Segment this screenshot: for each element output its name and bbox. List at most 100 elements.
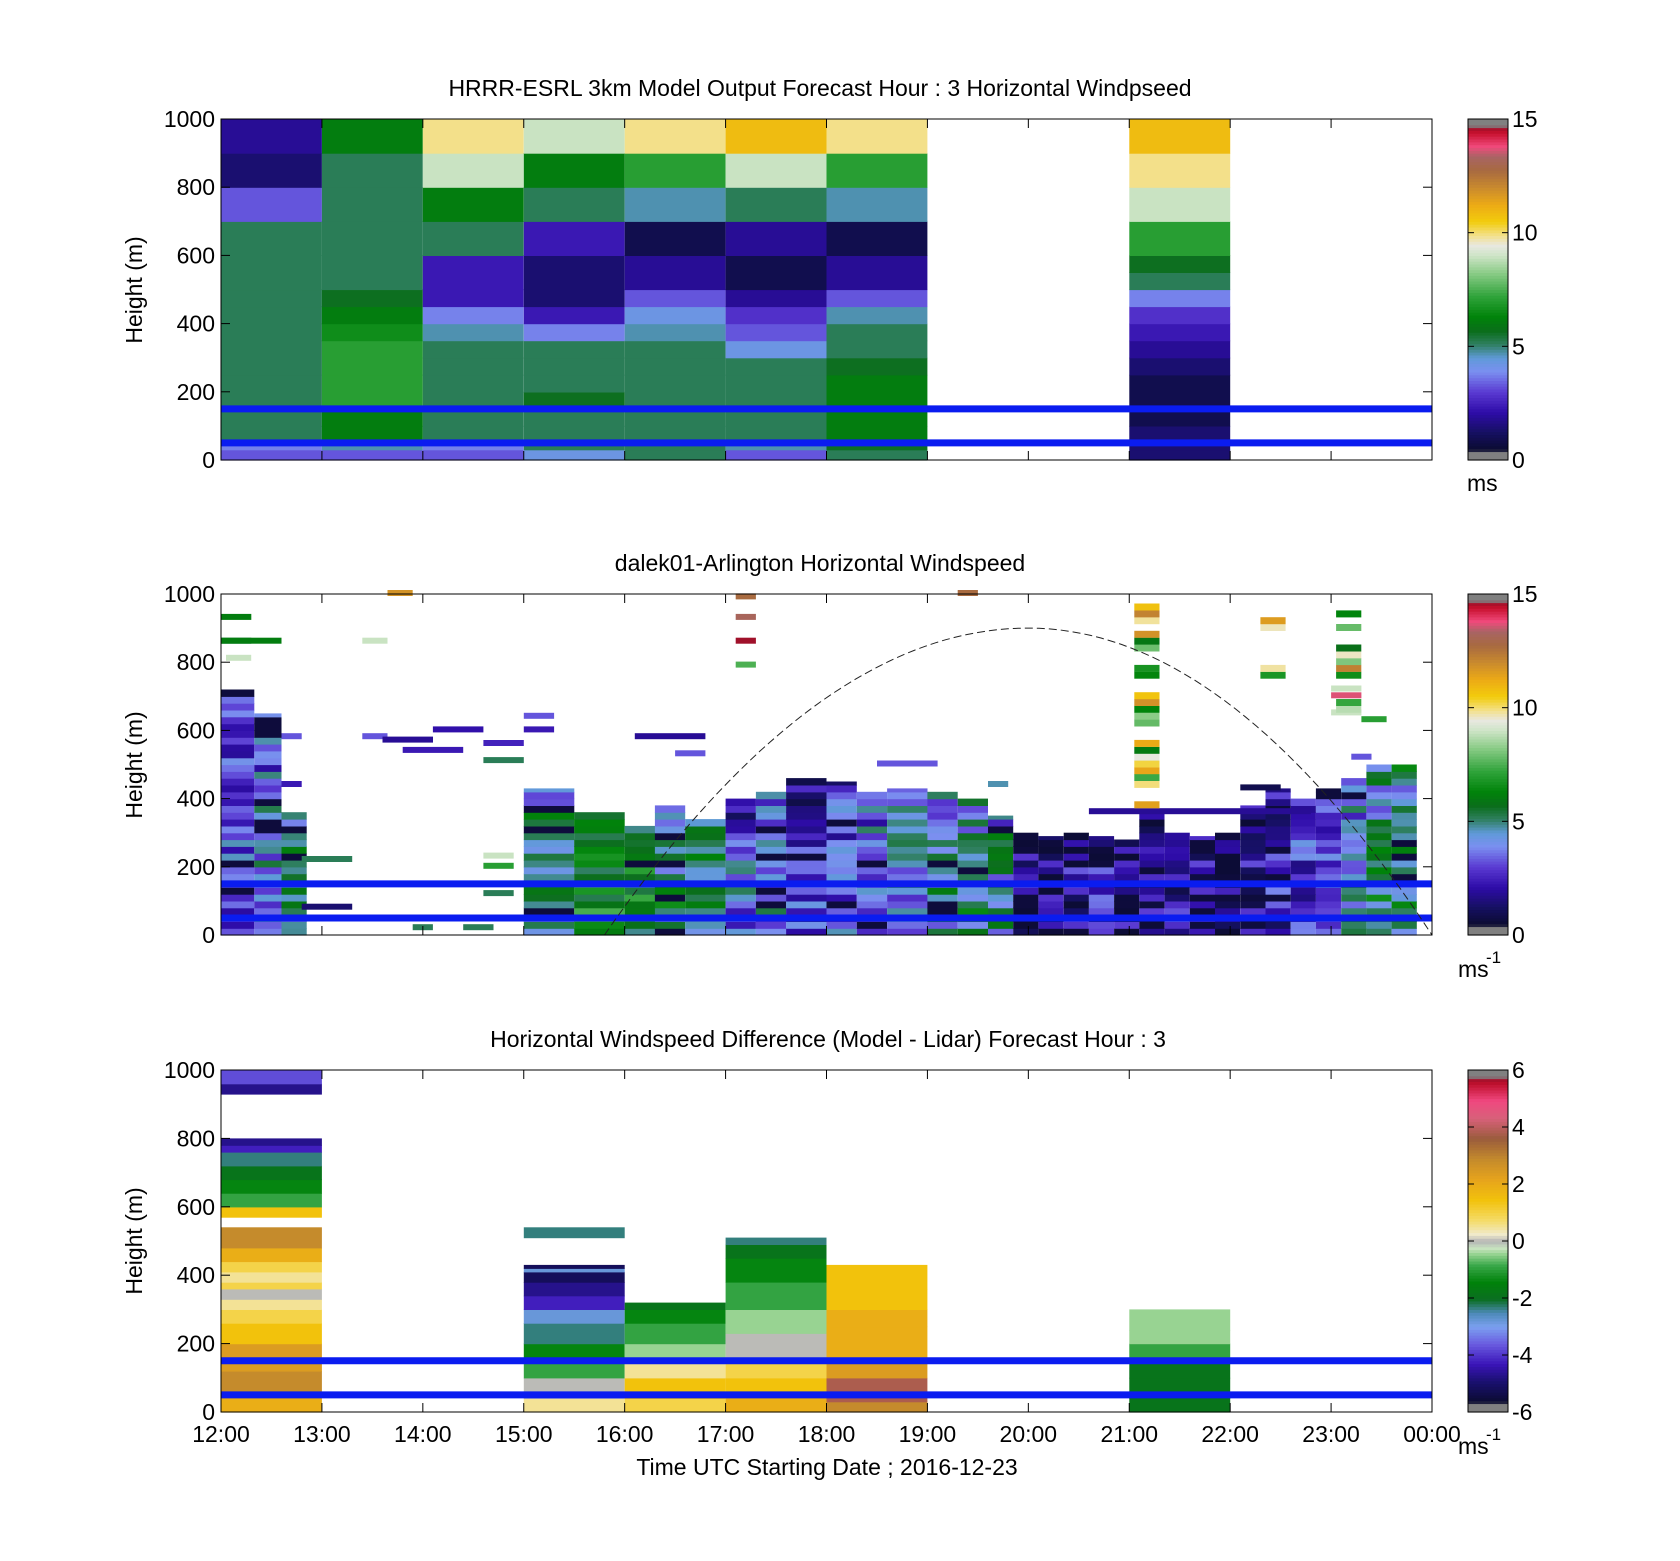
heatmap-cell: [725, 187, 827, 222]
heatmap-cell: [624, 853, 655, 861]
panel-lidar: dalek01-Arlington Horizontal Windspeed 0…: [121, 550, 1538, 982]
colorbar-segment: [1468, 423, 1508, 427]
x-tick-label: 12:00: [192, 1421, 250, 1447]
colorbar-segment: [1468, 1192, 1508, 1196]
colorbar-segment: [1468, 374, 1508, 379]
heatmap-cell: [654, 805, 686, 813]
heatmap-cell: [826, 853, 857, 861]
heatmap-cell: [856, 846, 888, 854]
heatmap-cell: [755, 839, 787, 847]
colorbar-segment: [1468, 161, 1508, 166]
heatmap-cell: [422, 306, 524, 325]
heatmap-cell: [927, 887, 958, 895]
heatmap-cell: [725, 340, 827, 359]
colorbar-segment: [1468, 912, 1508, 916]
heatmap-cell: [654, 900, 686, 909]
heatmap-cell: [523, 1398, 625, 1413]
heatmap-cell: [463, 924, 494, 931]
heatmap-cell: [1139, 819, 1165, 827]
heatmap-cell: [1315, 860, 1342, 868]
heatmap-cell: [321, 119, 423, 154]
heatmap-cell: [725, 1282, 827, 1310]
colorbar-segment: [1468, 727, 1508, 731]
heatmap-cell: [422, 357, 524, 376]
colorbar-segment: [1468, 323, 1508, 328]
heatmap-cell: [221, 289, 322, 308]
heatmap-cell: [957, 819, 988, 827]
heatmap-cell: [321, 289, 423, 308]
colorbar-segment: [1468, 249, 1508, 254]
heatmap-cell: [624, 187, 726, 222]
heatmap-cell: [826, 1326, 928, 1358]
heatmap-cell: [624, 323, 726, 342]
heatmap-cell: [1129, 289, 1231, 308]
heatmap-cell: [574, 812, 625, 820]
colorbar-segment: [1468, 454, 1508, 458]
heatmap-cell: [254, 805, 282, 813]
heatmap-cell: [624, 221, 726, 256]
heatmap-cell: [957, 839, 988, 847]
heatmap-cell: [422, 340, 524, 359]
heatmap-cell: [574, 928, 625, 936]
heatmap-cell: [725, 1309, 827, 1334]
heatmap-cell: [1290, 812, 1316, 820]
heatmap-cell: [725, 374, 827, 407]
colorbar-segment: [1468, 892, 1508, 896]
heatmap-cell: [1240, 900, 1266, 909]
heatmap-cell: [725, 1377, 827, 1393]
colorbar-segment: [1468, 1360, 1508, 1365]
heatmap-cell: [988, 866, 1014, 875]
y-tick-label: 0: [202, 1399, 215, 1425]
heatmap-cell: [1134, 644, 1160, 652]
heatmap-cell: [1139, 846, 1165, 854]
heatmap-cell: [826, 340, 928, 359]
colorbar-segment: [1468, 611, 1508, 615]
heatmap-cell: [1366, 894, 1392, 902]
heatmap-cell: [523, 726, 555, 733]
heatmap-cell: [523, 1227, 625, 1239]
heatmap-cell: [654, 921, 686, 929]
colorbar-tick-label: -6: [1512, 1399, 1532, 1425]
heatmap-cell: [221, 1282, 322, 1290]
heatmap-cell: [1331, 685, 1362, 692]
colorbar-segment: [1468, 164, 1508, 168]
heatmap-cell: [1336, 644, 1362, 652]
heatmap-cell: [1315, 791, 1342, 800]
heatmap-cell: [755, 805, 787, 813]
heatmap-cell: [1240, 832, 1266, 841]
heatmap-cell: [321, 323, 423, 342]
heatmap-cell: [856, 839, 888, 847]
heatmap-cell: [1139, 832, 1165, 841]
heatmap-cell: [856, 791, 888, 800]
panel-lidar-title: dalek01-Arlington Horizontal Windspeed: [615, 550, 1025, 576]
y-tick-label: 600: [177, 717, 215, 743]
colorbar-segment: [1468, 207, 1508, 211]
heatmap-cell: [523, 187, 625, 222]
colorbar-segment: [1468, 198, 1508, 203]
colorbar-segment: [1468, 1343, 1508, 1348]
heatmap-cell: [624, 825, 655, 834]
heatmap-cell: [523, 357, 625, 376]
heatmap-cell: [1265, 860, 1291, 868]
colorbar-segment: [1468, 1275, 1508, 1279]
colorbar-segment: [1468, 1101, 1508, 1105]
heatmap-cell: [624, 1309, 726, 1324]
colorbar-segment: [1468, 1355, 1508, 1359]
heatmap-cell: [725, 425, 827, 441]
colorbar-segment: [1468, 448, 1508, 453]
colorbar-segment: [1468, 172, 1508, 177]
heatmap-cell: [856, 900, 888, 909]
heatmap-cell: [1391, 921, 1417, 929]
colorbar-segment: [1468, 1112, 1508, 1117]
heatmap-cell: [1341, 791, 1367, 800]
heatmap-cell: [221, 839, 255, 847]
colorbar-segment: [1468, 1406, 1508, 1410]
heatmap-cell: [725, 825, 756, 834]
heatmap-cell: [654, 825, 686, 834]
colorbar-segment: [1468, 721, 1508, 726]
heatmap-cell: [221, 1261, 322, 1273]
colorbar-segment: [1468, 804, 1508, 808]
heatmap-cell: [786, 928, 827, 936]
colorbar-segment: [1468, 261, 1508, 265]
heatmap-cell: [725, 866, 756, 875]
